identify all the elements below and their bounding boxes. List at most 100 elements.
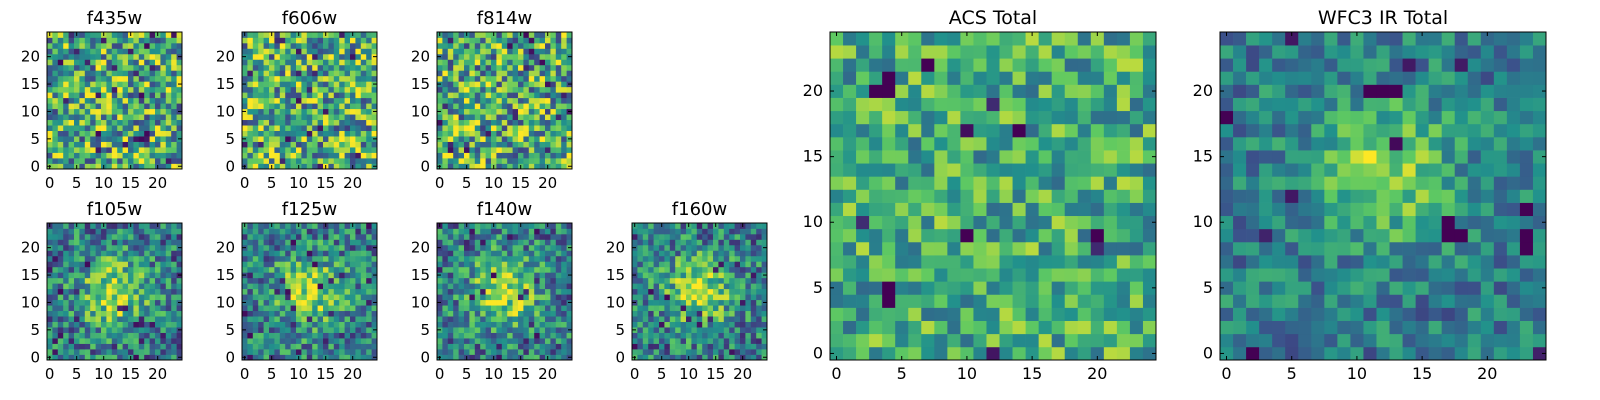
heatmap-cell [279, 75, 286, 82]
heatmap-cell [242, 277, 248, 284]
heatmap-cell [63, 223, 69, 229]
heatmap-cell [160, 53, 167, 60]
heatmap-cell [1129, 333, 1144, 348]
heatmap-cell [149, 103, 156, 110]
heatmap-cell [122, 108, 129, 115]
heatmap-cell [745, 233, 752, 240]
heatmap-cell [149, 332, 156, 339]
heatmap-cell [480, 343, 486, 350]
heatmap-cell [528, 338, 535, 344]
heatmap-cell [128, 349, 134, 355]
heatmap-cell [258, 250, 264, 257]
heatmap-cell [90, 294, 96, 301]
heatmap-cell [111, 343, 118, 350]
heatmap-cell [366, 64, 372, 71]
heatmap-cell [442, 288, 449, 295]
heatmap-cell [648, 316, 654, 322]
heatmap-cell [637, 349, 644, 355]
heatmap-cell [680, 305, 687, 312]
heatmap-cell [344, 233, 351, 240]
heatmap-cell [485, 59, 492, 66]
heatmap-cell [669, 250, 676, 257]
heatmap-cell [339, 316, 345, 322]
heatmap-cell [1116, 228, 1131, 243]
heatmap-cell [90, 59, 96, 66]
heatmap-cell [165, 119, 172, 126]
heatmap-cell [290, 53, 297, 60]
heatmap-cell [723, 294, 730, 301]
heatmap-cell [512, 239, 519, 246]
heatmap-cell [371, 239, 378, 246]
heatmap-cell [111, 332, 118, 339]
heatmap-cell [469, 86, 476, 93]
heatmap-cell [258, 261, 264, 268]
panel-title: f814w [477, 8, 532, 29]
heatmap-cell [323, 81, 329, 88]
heatmap-cell [133, 86, 140, 93]
heatmap-cell [360, 103, 367, 110]
heatmap-cell [691, 316, 698, 322]
heatmap-cell [296, 42, 302, 49]
heatmap-cell [947, 346, 961, 361]
heatmap-cell [539, 136, 546, 142]
heatmap-cell [165, 349, 172, 355]
heatmap-cell [52, 349, 59, 355]
heatmap-cell [176, 288, 183, 295]
heatmap-cell [57, 327, 64, 333]
heatmap-cell [545, 244, 551, 251]
heatmap-cell [713, 250, 719, 257]
heatmap-cell [171, 233, 177, 240]
heatmap-cell [437, 70, 443, 77]
heatmap-cell [485, 108, 492, 115]
heatmap-cell [176, 130, 183, 137]
heatmap-cell [106, 32, 113, 38]
heatmap-cell [480, 48, 486, 55]
heatmap-cell [1064, 241, 1079, 256]
heatmap-cell [539, 92, 546, 99]
heatmap-cell [761, 321, 768, 328]
heatmap-cell [856, 294, 870, 308]
heatmap-cell [79, 277, 86, 284]
heatmap-cell [680, 288, 687, 295]
heatmap-cell [290, 119, 297, 126]
heatmap-cell [464, 75, 470, 82]
heatmap-cell [57, 305, 64, 312]
heatmap-cell [496, 261, 503, 268]
heatmap-cell [707, 338, 714, 344]
heatmap-cell [84, 343, 91, 350]
heatmap-cell [323, 294, 329, 301]
heatmap-cell [160, 223, 167, 229]
heatmap-cell [312, 75, 318, 82]
heatmap-cell [339, 354, 345, 361]
heatmap-cell [485, 130, 492, 137]
heatmap-cell [895, 307, 909, 321]
heatmap-cell [355, 255, 362, 262]
heatmap-cell [63, 158, 69, 164]
heatmap-cell [555, 70, 562, 77]
heatmap-cell [539, 147, 546, 153]
heatmap-cell [518, 114, 524, 121]
heatmap-cell [474, 53, 481, 60]
heatmap-cell [659, 239, 665, 246]
heatmap-cell [523, 53, 530, 60]
heatmap-cell [1012, 268, 1026, 282]
heatmap-cell [523, 288, 530, 295]
heatmap-cell [350, 53, 356, 60]
heatmap-cell [79, 108, 86, 115]
heatmap-cell [155, 244, 161, 251]
heatmap-cell [550, 261, 557, 268]
heatmap-cell [447, 272, 454, 279]
heatmap-cell [155, 97, 161, 104]
heatmap-cell [138, 75, 145, 82]
heatmap-cell [555, 119, 562, 126]
heatmap-cell [437, 338, 443, 344]
heatmap-cell [534, 228, 540, 235]
heatmap-cell [101, 283, 107, 290]
heatmap-cell [111, 37, 118, 44]
heatmap-cell [750, 294, 757, 301]
heatmap-cell [691, 354, 698, 361]
heatmap-cell [371, 64, 378, 71]
heatmap-cell [160, 141, 167, 148]
heatmap-cell [512, 310, 519, 317]
heatmap-cell [74, 250, 80, 257]
